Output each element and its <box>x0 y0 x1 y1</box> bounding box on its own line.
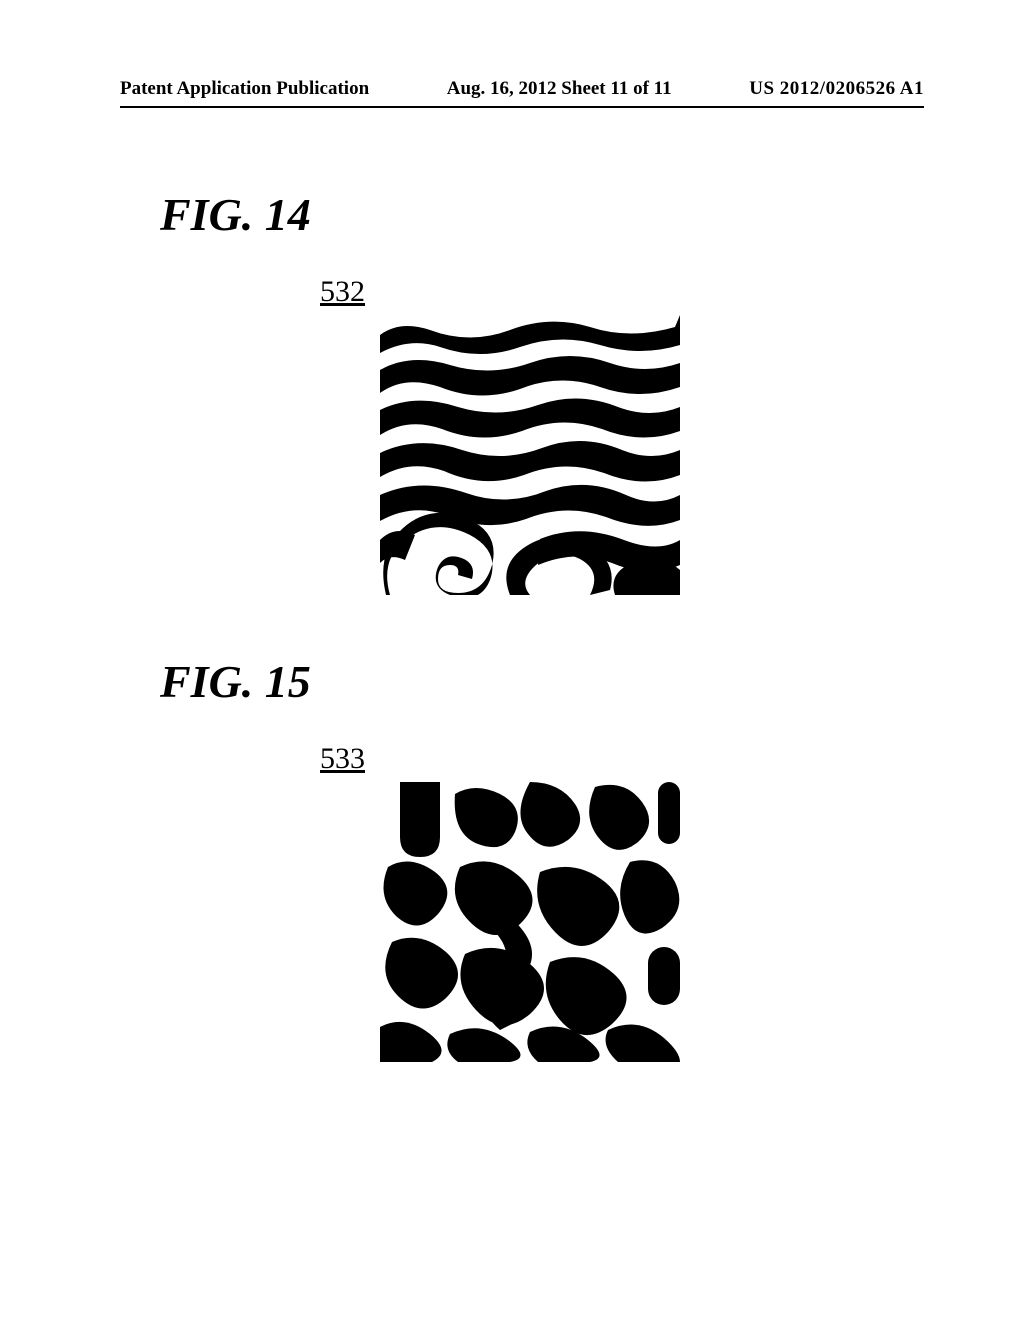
figure-15-caption: FIG. 15 <box>160 655 924 708</box>
figure-14-block: FIG. 14 532 <box>120 188 924 595</box>
figure-15-pattern-wrap <box>380 782 924 1062</box>
figure-14-ref: 532 <box>320 275 924 309</box>
page-header: Patent Application Publication Aug. 16, … <box>120 78 924 108</box>
header-left: Patent Application Publication <box>120 78 369 100</box>
figure-15-block: FIG. 15 533 <box>120 655 924 1062</box>
figure-14-pattern-wrap <box>380 315 924 595</box>
figure-14-pattern <box>380 315 680 595</box>
figure-15-ref: 533 <box>320 742 924 776</box>
figure-14-caption: FIG. 14 <box>160 188 924 241</box>
header-center: Aug. 16, 2012 Sheet 11 of 11 <box>447 78 672 100</box>
page: Patent Application Publication Aug. 16, … <box>0 0 1024 1320</box>
header-pubnum: US 2012/0206526 A1 <box>749 78 924 100</box>
figure-15-pattern <box>380 782 680 1062</box>
